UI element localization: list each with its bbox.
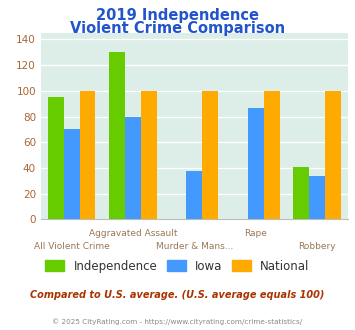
Text: Rape: Rape [244,229,267,238]
Text: © 2025 CityRating.com - https://www.cityrating.com/crime-statistics/: © 2025 CityRating.com - https://www.city… [53,318,302,325]
Text: Violent Crime Comparison: Violent Crime Comparison [70,21,285,36]
Text: Aggravated Assault: Aggravated Assault [89,229,177,238]
Bar [141,91,157,219]
Text: Murder & Mans...: Murder & Mans... [156,242,233,251]
Bar [48,97,64,219]
Bar [80,91,95,219]
Bar [293,167,309,219]
Bar [125,116,141,219]
Text: Compared to U.S. average. (U.S. average equals 100): Compared to U.S. average. (U.S. average … [30,290,325,300]
Legend: Independence, Iowa, National: Independence, Iowa, National [40,255,315,278]
Bar [309,176,325,219]
Bar [64,129,80,219]
Bar [325,91,341,219]
Text: Robbery: Robbery [299,242,336,251]
Bar [264,91,280,219]
Text: All Violent Crime: All Violent Crime [34,242,109,251]
Bar [186,171,202,219]
Bar [109,52,125,219]
Text: 2019 Independence: 2019 Independence [96,8,259,23]
Bar [202,91,218,219]
Bar [248,108,264,219]
